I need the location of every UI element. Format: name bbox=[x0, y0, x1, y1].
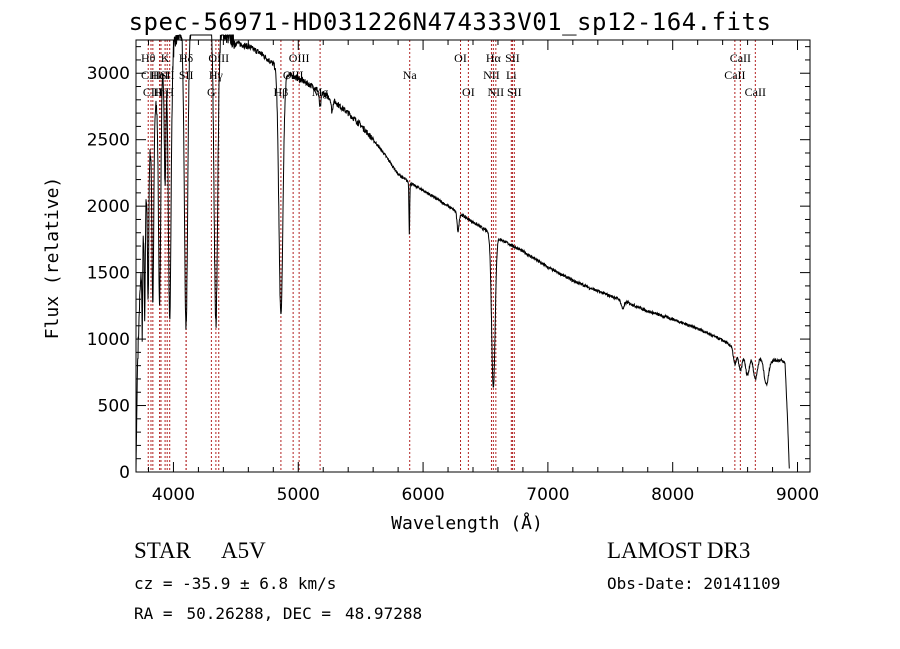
line-label: SII bbox=[179, 68, 194, 82]
axis-tick-labels: 4000 5000 6000 7000 8000 9000 0 500 1000 1500 2000… bbox=[87, 64, 819, 505]
y-tick-label: 2000 bbox=[87, 197, 130, 217]
obs-date-label: Obs-Date: bbox=[607, 574, 694, 593]
survey-name: LAMOST DR3 bbox=[607, 538, 751, 563]
line-label: CIII bbox=[143, 85, 163, 99]
y-tick-label: 1000 bbox=[87, 330, 130, 350]
line-label: H bbox=[165, 85, 174, 99]
line-label: OI bbox=[462, 85, 475, 99]
plot-frame bbox=[135, 39, 811, 473]
cz-label: cz = bbox=[134, 574, 173, 593]
x-tick-label: 5000 bbox=[277, 485, 320, 505]
y-tick-label: 500 bbox=[98, 397, 130, 417]
line-label: CaII bbox=[730, 51, 751, 65]
y-tick-label: 2500 bbox=[87, 131, 130, 151]
spectrum-title: spec-56971-HD031226N474333V01_sp12-164.f… bbox=[128, 8, 772, 36]
line-label: NII bbox=[483, 68, 500, 82]
observation-date-line: Obs-Date: 20141109 bbox=[607, 574, 780, 593]
cz-error: 6.8 bbox=[259, 574, 289, 593]
line-label: Hα bbox=[486, 51, 502, 65]
spectral-line-labels: HθCIIICIIIHeIHηKSIIHHδSIIGHγOIIIHβOIIIOI… bbox=[141, 51, 766, 99]
x-tick-label: 4000 bbox=[152, 485, 195, 505]
dec-label: DEC = bbox=[282, 604, 332, 623]
line-label: SII bbox=[505, 51, 520, 65]
spectral-subclass: A5V bbox=[220, 538, 266, 563]
line-label: K bbox=[161, 51, 170, 65]
ra-value: 50.26288 bbox=[186, 604, 264, 623]
x-tick-label: 6000 bbox=[401, 485, 444, 505]
redshift-line: cz = -35.9 ± 6.8 km/s bbox=[134, 574, 336, 593]
obs-date: 20141109 bbox=[703, 574, 781, 593]
object-class-line: STAR A5V bbox=[134, 538, 266, 564]
line-label: CaII bbox=[724, 68, 745, 82]
line-label: Hη bbox=[153, 85, 168, 99]
line-label: HeI bbox=[151, 68, 169, 82]
object-class: STAR bbox=[134, 538, 191, 563]
y-tick-label: 3000 bbox=[87, 64, 130, 84]
line-label: Hδ bbox=[179, 51, 194, 65]
line-label: Li bbox=[506, 68, 517, 82]
ra-label: RA = bbox=[134, 604, 173, 623]
x-tick-label: 8000 bbox=[651, 485, 694, 505]
spectral-line-markers bbox=[147, 40, 756, 472]
line-label: OIII bbox=[208, 51, 229, 65]
dec-value: 48.97288 bbox=[345, 604, 423, 623]
line-label: CIII bbox=[141, 68, 161, 82]
y-tick-label: 1500 bbox=[87, 264, 130, 284]
line-label: SII bbox=[507, 85, 522, 99]
x-tick-label: 7000 bbox=[526, 485, 569, 505]
line-label: OIII bbox=[289, 51, 310, 65]
line-label: CaII bbox=[745, 85, 766, 99]
line-label: Na bbox=[403, 68, 418, 82]
y-axis-label: Flux (relative) bbox=[42, 177, 63, 340]
line-label: G bbox=[207, 85, 216, 99]
line-label: OI bbox=[454, 51, 467, 65]
spectrum-line bbox=[135, 34, 790, 473]
line-label: NII bbox=[488, 85, 505, 99]
cz-value: -35.9 bbox=[182, 574, 231, 593]
axis-ticks bbox=[136, 40, 810, 473]
cz-unit: km/s bbox=[297, 574, 337, 593]
coordinates-line: RA = 50.26288, DEC = 48.97288 bbox=[134, 604, 423, 623]
line-label: Hθ bbox=[141, 51, 156, 65]
x-axis-label: Wavelength (Å) bbox=[391, 512, 543, 534]
y-tick-label: 0 bbox=[119, 463, 130, 483]
line-label: Hγ bbox=[209, 68, 224, 82]
x-tick-label: 9000 bbox=[776, 485, 819, 505]
cz-plus-minus: ± bbox=[239, 574, 250, 593]
